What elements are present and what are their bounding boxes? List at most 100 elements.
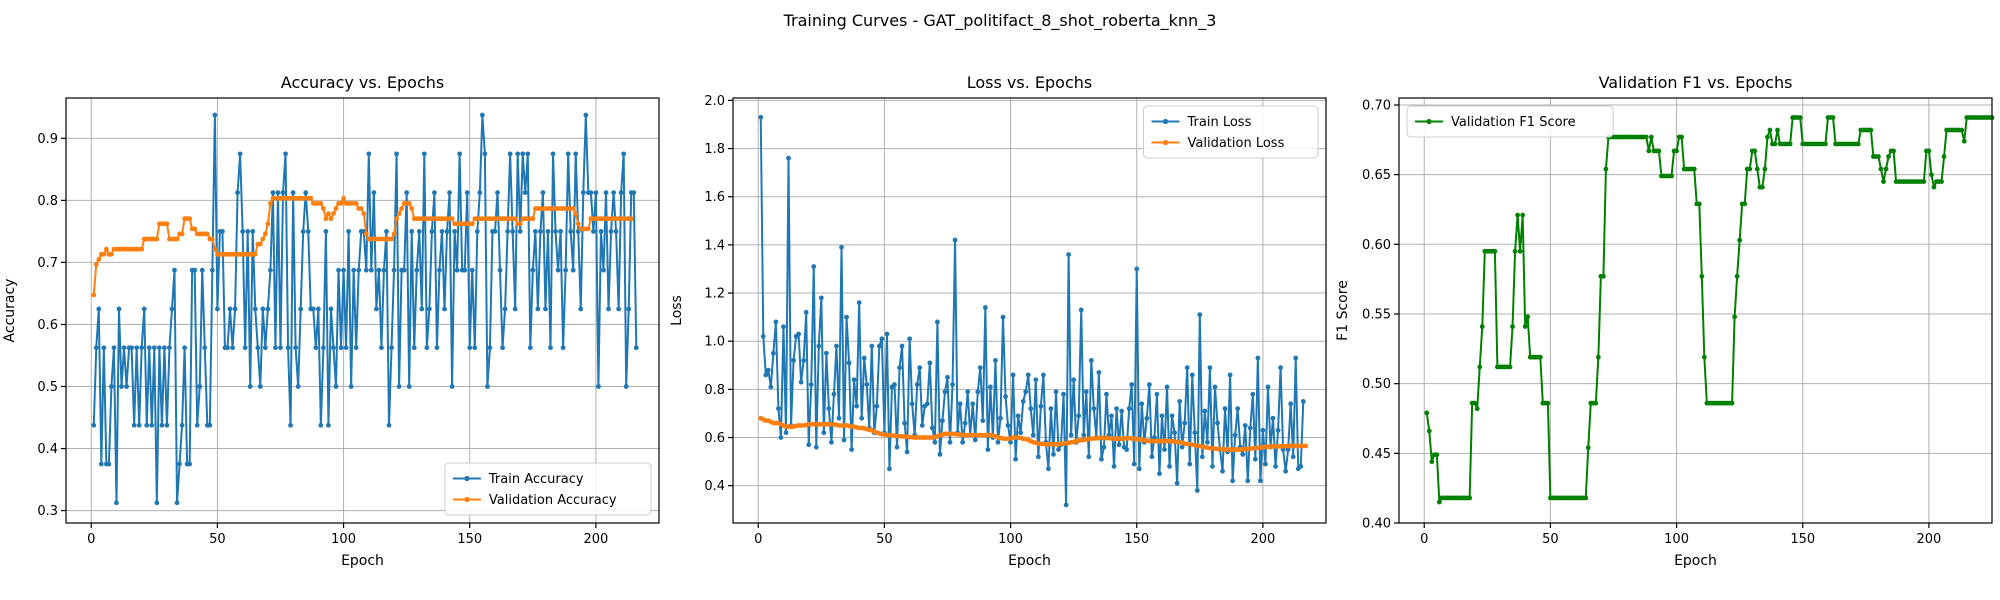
accuracy-chart-data-point: [406, 384, 412, 389]
accuracy-chart-data-point: [522, 190, 528, 196]
accuracy-chart-data-point: [563, 267, 569, 273]
loss-chart-data-point: [1169, 413, 1175, 419]
f1-chart-data-point: [1891, 148, 1896, 154]
loss-chart-data-point: [937, 451, 943, 457]
accuracy-chart-data-point: [555, 267, 561, 273]
accuracy-chart-data-point: [601, 267, 606, 273]
accuracy-chart-data-point: [101, 345, 107, 351]
accuracy-chart-legend-marker: [464, 496, 470, 503]
accuracy-chart-data-point: [154, 500, 160, 506]
loss-chart-data-point: [1164, 384, 1170, 390]
accuracy-chart-data-point: [406, 201, 412, 206]
accuracy-chart-data-point: [111, 345, 117, 351]
accuracy-chart-data-point: [442, 306, 447, 312]
loss-chart-data-point: [781, 324, 786, 330]
loss-chart-data-point: [1038, 403, 1044, 409]
loss-chart-data-point: [801, 358, 807, 363]
accuracy-chart-ytick-label: 0.4: [37, 442, 58, 457]
accuracy-chart-data-point: [520, 151, 526, 157]
loss-chart-data-point: [856, 300, 862, 306]
loss-chart-data-point: [1298, 464, 1304, 469]
accuracy-chart-data-point: [225, 345, 230, 351]
accuracy-chart-ytick-label: 0.9: [37, 132, 58, 147]
f1-chart-data-point: [1674, 148, 1679, 154]
loss-chart-data-point: [1114, 406, 1119, 412]
accuracy-chart-data-point: [449, 384, 455, 389]
accuracy-chart-frame: [65, 97, 660, 524]
loss-chart-data-point: [907, 336, 913, 342]
loss-chart-data-point: [1146, 382, 1152, 387]
loss-chart-xlabel: Epoch: [1008, 553, 1051, 569]
f1-chart-data-point: [1855, 141, 1861, 147]
accuracy-chart-data-point: [114, 500, 119, 506]
loss-chart-data-point: [1192, 430, 1198, 436]
loss-chart-data-point: [1172, 430, 1177, 436]
loss-chart-data-point: [1230, 478, 1236, 484]
f1-chart-legend: Validation F1 Score: [1406, 105, 1614, 138]
loss-chart-data-point: [1202, 408, 1208, 414]
accuracy-chart-data-point: [588, 190, 594, 196]
accuracy-chart-data-point: [280, 190, 286, 196]
accuracy-chart-data-point: [553, 228, 558, 234]
f1-chart-ytick-label: 0.50: [1362, 377, 1391, 392]
loss-chart-data-point: [1013, 456, 1019, 462]
accuracy-chart-data-point: [530, 267, 536, 273]
f1-chart-xtick-label: 100: [1664, 532, 1689, 547]
accuracy-chart-data-point: [333, 206, 339, 211]
loss-chart-data-point: [1263, 461, 1268, 467]
accuracy-chart-data-point: [93, 262, 99, 267]
accuracy-chart-data-point: [384, 228, 389, 234]
f1-chart-data-point: [1742, 201, 1748, 207]
f1-chart-data-point: [1734, 273, 1740, 279]
loss-chart-data-point: [1283, 468, 1289, 474]
accuracy-chart-data-point: [93, 345, 99, 351]
accuracy-chart-data-point: [457, 151, 463, 157]
loss-chart-data-point: [1078, 307, 1084, 313]
f1-chart-data-point: [1517, 248, 1523, 254]
accuracy-chart-data-point: [530, 216, 536, 222]
loss-chart-data-point: [874, 403, 880, 409]
accuracy-chart-data-point: [548, 345, 553, 351]
accuracy-chart-data-point: [124, 384, 129, 389]
loss-chart-legend-marker: [1162, 118, 1169, 125]
loss-chart-data-point: [859, 415, 865, 421]
accuracy-chart-data-point: [379, 345, 384, 351]
accuracy-chart-data-point: [570, 206, 576, 211]
accuracy-chart-data-point: [373, 306, 379, 312]
accuracy-chart-data-point: [265, 221, 271, 227]
f1-chart-data-point: [1732, 314, 1738, 320]
loss-chart-data-point: [1300, 399, 1306, 404]
loss-chart-data-point: [1139, 401, 1145, 407]
loss-chart-data-point: [798, 379, 804, 385]
accuracy-chart-data-point: [139, 345, 145, 351]
loss-chart-data-point: [1199, 454, 1205, 460]
accuracy-chart-data-point: [162, 345, 167, 351]
f1-chart-data-point: [1669, 173, 1674, 179]
accuracy-chart-xtick-label: 50: [209, 532, 226, 547]
loss-chart-data-point: [1182, 420, 1188, 426]
accuracy-chart-data-point: [237, 151, 243, 157]
accuracy-chart-data-point: [343, 345, 349, 351]
accuracy-chart-data-point: [477, 190, 483, 196]
accuracy-chart-data-point: [358, 206, 364, 211]
accuracy-chart-data-point: [507, 151, 513, 157]
accuracy-chart-data-point: [232, 306, 238, 312]
accuracy-chart-data-point: [391, 267, 397, 273]
f1-chart-data-point: [1507, 364, 1513, 370]
loss-chart-data-point: [998, 415, 1003, 421]
accuracy-chart-data-point: [187, 216, 193, 222]
accuracy-chart-data-point: [512, 216, 518, 222]
loss-chart-data-point: [1220, 468, 1225, 474]
accuracy-chart-data-point: [305, 228, 311, 234]
loss-chart-data-point: [816, 343, 822, 349]
f1-chart-data-point: [1881, 179, 1886, 185]
loss-chart-data-point: [929, 425, 935, 431]
accuracy-chart-data-point: [240, 228, 246, 234]
accuracy-chart-data-point: [293, 345, 299, 351]
accuracy-chart-data-point: [179, 231, 185, 237]
accuracy-chart-data-point: [96, 306, 102, 312]
accuracy-chart-data-point: [202, 345, 208, 351]
f1-chart-data-point: [1679, 134, 1685, 140]
accuracy-chart-data-point: [439, 228, 445, 234]
